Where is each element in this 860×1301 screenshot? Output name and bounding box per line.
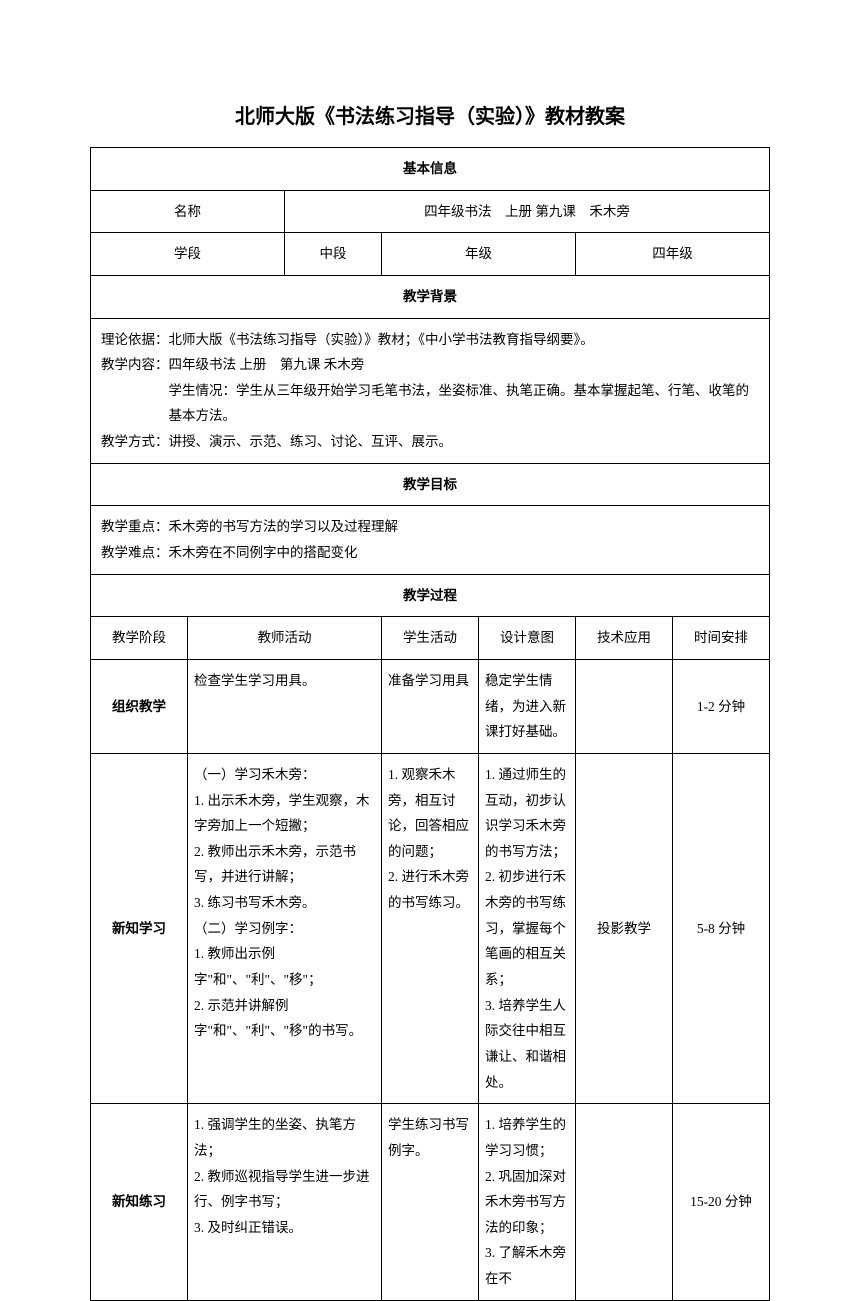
bg-line4: 教学方式：讲授、演示、示范、练习、讨论、互评、展示。 [101,429,759,455]
student-cell: 1. 观察禾木旁，相互讨论，回答相应的问题；2. 进行禾木旁的书写练习。 [382,753,479,1103]
page-title: 北师大版《书法练习指导（实验）》教材教案 [90,100,770,129]
tech-cell: 投影教学 [576,753,673,1103]
col-design: 设计意图 [479,617,576,660]
teacher-cell: 1. 强调学生的坐姿、执笔方法；2. 教师巡视指导学生进一步进行、例字书写；3.… [188,1104,382,1300]
col-student: 学生活动 [382,617,479,660]
basic-info-header: 基本信息 [91,148,770,191]
col-teacher: 教师活动 [188,617,382,660]
stage-cell: 新知学习 [91,753,188,1103]
student-cell: 学生练习书写例字。 [382,1104,479,1300]
background-content: 理论依据：北师大版《书法练习指导（实验）》教材；《中小学书法教育指导纲要》。 教… [91,318,770,463]
grade-value: 四年级 [576,233,770,276]
col-tech: 技术应用 [576,617,673,660]
stage-label: 学段 [91,233,285,276]
stage-cell: 新知练习 [91,1104,188,1300]
teacher-cell: （一）学习禾木旁：1. 出示禾木旁，学生观察，木字旁加上一个短撇；2. 教师出示… [188,753,382,1103]
table-row: 新知学习 （一）学习禾木旁：1. 出示禾木旁，学生观察，木字旁加上一个短撇；2.… [91,753,770,1103]
objectives-header: 教学目标 [91,463,770,506]
student-cell: 准备学习用具 [382,659,479,753]
time-cell: 1-2 分钟 [673,659,770,753]
grade-label: 年级 [382,233,576,276]
col-stage: 教学阶段 [91,617,188,660]
table-row: 组织教学 检查学生学习用具。 准备学习用具 稳定学生情绪，为进入新课打好基础。 … [91,659,770,753]
tech-cell [576,659,673,753]
design-cell: 1. 培养学生的学习习惯；2. 巩固加深对禾木旁书写方法的印象；3. 了解禾木旁… [479,1104,576,1300]
table-row: 新知练习 1. 强调学生的坐姿、执笔方法；2. 教师巡视指导学生进一步进行、例字… [91,1104,770,1300]
name-value: 四年级书法 上册 第九课 禾木旁 [285,190,770,233]
bg-line1: 理论依据：北师大版《书法练习指导（实验）》教材；《中小学书法教育指导纲要》。 [101,327,759,353]
obj-line2: 教学难点：禾木旁在不同例字中的搭配变化 [101,540,759,566]
process-header: 教学过程 [91,574,770,617]
teacher-cell: 检查学生学习用具。 [188,659,382,753]
objectives-content: 教学重点：禾木旁的书写方法的学习以及过程理解 教学难点：禾木旁在不同例字中的搭配… [91,506,770,574]
time-cell: 5-8 分钟 [673,753,770,1103]
time-cell: 15-20 分钟 [673,1104,770,1300]
col-time: 时间安排 [673,617,770,660]
stage-value: 中段 [285,233,382,276]
background-header: 教学背景 [91,275,770,318]
design-cell: 1. 通过师生的互动，初步认识学习禾木旁的书写方法；2. 初步进行禾木旁的书写练… [479,753,576,1103]
stage-cell: 组织教学 [91,659,188,753]
name-label: 名称 [91,190,285,233]
lesson-plan-table: 基本信息 名称 四年级书法 上册 第九课 禾木旁 学段 中段 年级 四年级 教学… [90,147,770,1301]
bg-line3: 学生情况：学生从三年级开始学习毛笔书法，坐姿标准、执笔正确。基本掌握起笔、行笔、… [101,378,759,429]
obj-line1: 教学重点：禾木旁的书写方法的学习以及过程理解 [101,514,759,540]
design-cell: 稳定学生情绪，为进入新课打好基础。 [479,659,576,753]
tech-cell [576,1104,673,1300]
bg-line2: 教学内容：四年级书法 上册 第九课 禾木旁 [101,352,759,378]
